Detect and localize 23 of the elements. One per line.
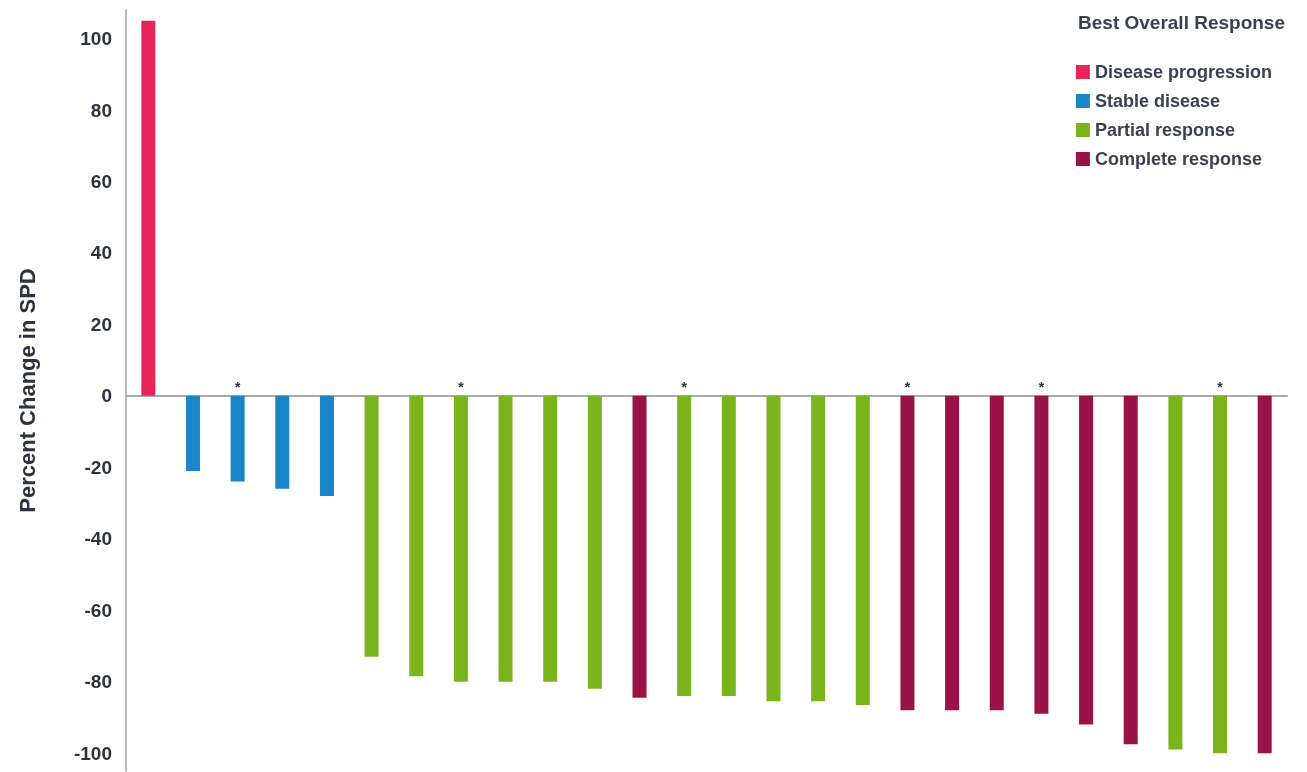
legend-label: Partial response [1094,120,1235,140]
data-label: * [458,378,465,395]
y-tick-label: -60 [84,599,112,621]
data-label: * [1217,378,1224,395]
legend-label: Complete response [1094,149,1262,169]
y-tick-label: -20 [84,456,112,478]
y-tick-label: -40 [84,528,112,550]
y-tick-label: 100 [80,28,112,50]
legend-label: Disease progression [1094,62,1272,82]
y-tick-label: 20 [90,313,112,335]
data-label: * [904,378,911,395]
legend-title: Best Overall Response [1078,12,1286,33]
data-label: * [681,378,688,395]
data-label: * [234,378,241,395]
y-tick-label: 60 [90,170,112,192]
data-label: * [1038,378,1045,395]
y-tick-label: 0 [101,385,112,407]
y-axis-title: Percent Change in SPD [14,268,40,513]
y-tick-label: -80 [84,671,112,693]
y-tick-label: 80 [90,99,112,121]
y-tick-label: -100 [73,742,112,764]
y-tick-label: 40 [90,242,112,264]
legend-label: Stable disease [1094,91,1220,111]
